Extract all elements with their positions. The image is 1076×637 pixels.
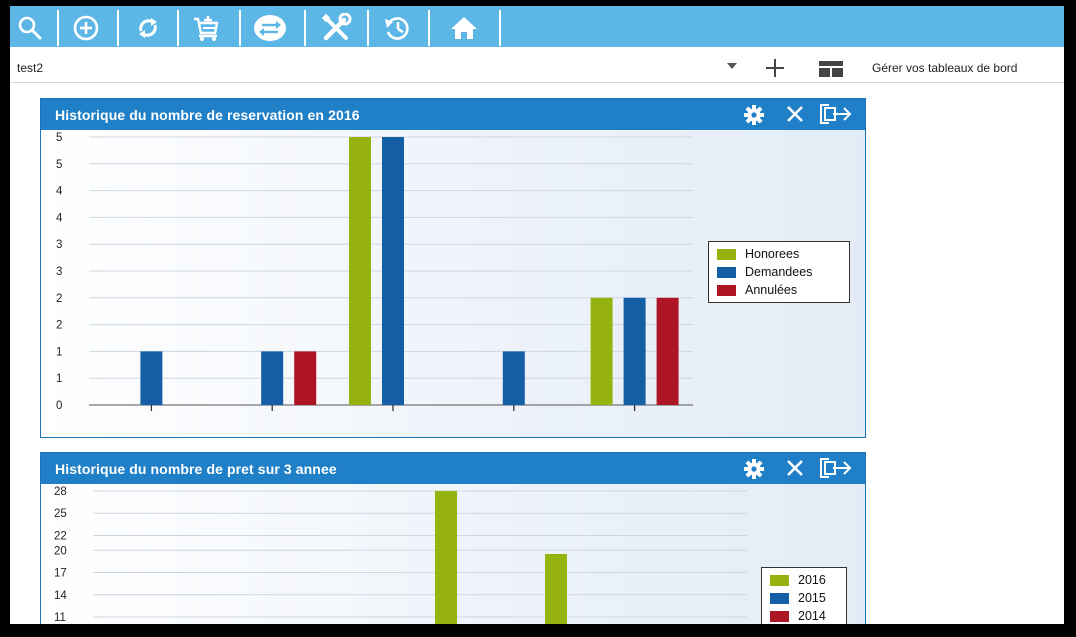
gear-icon[interactable] — [743, 458, 765, 480]
panel-title: Historique du nombre de reservation en 2… — [55, 107, 360, 123]
home-icon[interactable] — [438, 11, 490, 45]
loan-panel: Historique du nombre de pret sur 3 annee… — [40, 452, 866, 624]
popout-icon[interactable] — [819, 103, 857, 125]
chevron-down-icon[interactable] — [726, 62, 738, 70]
layout-icon[interactable] — [818, 60, 844, 78]
loan-chart: 28 25 22 20 17 14 11 — [54, 486, 747, 624]
add-dashboard-icon[interactable] — [762, 56, 788, 80]
legend-item: 2014 — [762, 607, 846, 624]
gear-icon[interactable] — [743, 104, 765, 126]
y-tick-label: 3 — [56, 239, 62, 251]
bar — [656, 297, 679, 405]
y-tick-label: 2 — [56, 320, 62, 332]
bar — [545, 554, 567, 624]
y-tick-label: 0 — [56, 400, 62, 412]
reservation-panel: Historique du nombre de reservation en 2… — [40, 98, 866, 438]
panel-title: Historique du nombre de pret sur 3 annee — [55, 461, 337, 477]
legend-item: Demandees — [709, 263, 849, 281]
legend-label: Demandees — [745, 265, 813, 279]
y-tick-label: 28 — [54, 486, 67, 498]
y-tick-label: 4 — [56, 186, 63, 198]
y-tick-label: 17 — [54, 568, 67, 580]
y-tick-label: 20 — [54, 545, 67, 557]
history-icon[interactable] — [376, 11, 418, 45]
tools-icon[interactable] — [312, 11, 360, 45]
legend-label: Annulées — [745, 283, 798, 297]
y-tick-label: 5 — [56, 132, 62, 144]
dashboard-bar: test2 Gérer vos tableaux de bord — [10, 55, 1064, 83]
cart-add-icon[interactable] — [186, 11, 226, 45]
bar — [623, 297, 646, 405]
bar — [590, 297, 613, 405]
close-icon[interactable] — [785, 104, 805, 124]
bar — [261, 351, 284, 405]
bar — [140, 351, 163, 405]
exchange-icon[interactable] — [248, 11, 292, 45]
y-tick-label: 14 — [54, 590, 67, 602]
search-icon[interactable] — [12, 11, 48, 45]
legend-swatch — [717, 266, 736, 278]
refresh-icon[interactable] — [128, 11, 168, 45]
legend-swatch — [717, 248, 736, 260]
bar — [435, 491, 457, 624]
bar — [349, 137, 371, 405]
close-icon[interactable] — [785, 458, 805, 478]
add-circle-icon[interactable] — [66, 11, 106, 45]
app-screen: test2 Gérer vos tableaux de bord Histori… — [10, 6, 1064, 624]
y-tick-label: 2 — [56, 293, 62, 305]
bar — [502, 351, 525, 405]
bar — [382, 137, 404, 405]
panel-header: Historique du nombre de reservation en 2… — [41, 99, 865, 130]
bar — [294, 351, 317, 405]
panel-body: 28 25 22 20 17 14 11 2016 2015 2014 — [41, 484, 865, 624]
legend-item: 2016 — [762, 571, 846, 589]
chart-legend: Honorees Demandees Annulées — [708, 241, 850, 303]
y-tick-label: 1 — [56, 346, 62, 358]
legend-swatch — [770, 610, 789, 622]
legend-item: Honorees — [709, 245, 849, 263]
legend-swatch — [770, 592, 789, 604]
legend-label: Honorees — [745, 247, 800, 261]
y-tick-label: 25 — [54, 508, 67, 520]
dashboard-select[interactable]: test2 — [17, 61, 44, 75]
y-tick-label: 11 — [54, 612, 66, 624]
chart-legend: 2016 2015 2014 — [761, 567, 847, 624]
main-toolbar — [10, 6, 1064, 47]
panel-header: Historique du nombre de pret sur 3 annee — [41, 453, 865, 484]
popout-icon[interactable] — [819, 457, 857, 479]
legend-swatch — [770, 574, 789, 586]
legend-swatch — [717, 284, 736, 296]
panel-body: 0 1 1 2 2 3 3 4 4 5 5 Honorees Demandees Annulées — [41, 130, 865, 437]
legend-label: 2014 — [798, 609, 826, 623]
legend-label: 2016 — [798, 573, 826, 587]
y-tick-label: 22 — [54, 530, 67, 542]
y-tick-label: 3 — [56, 266, 62, 278]
legend-label: 2015 — [798, 591, 826, 605]
legend-item: 2015 — [762, 589, 846, 607]
y-tick-label: 4 — [56, 212, 63, 224]
y-tick-label: 5 — [56, 159, 62, 171]
reservation-chart: 0 1 1 2 2 3 3 4 4 5 5 — [56, 132, 693, 412]
legend-item: Annulées — [709, 281, 849, 299]
y-tick-label: 1 — [56, 373, 62, 385]
manage-dashboards-link[interactable]: Gérer vos tableaux de bord — [872, 61, 1018, 75]
